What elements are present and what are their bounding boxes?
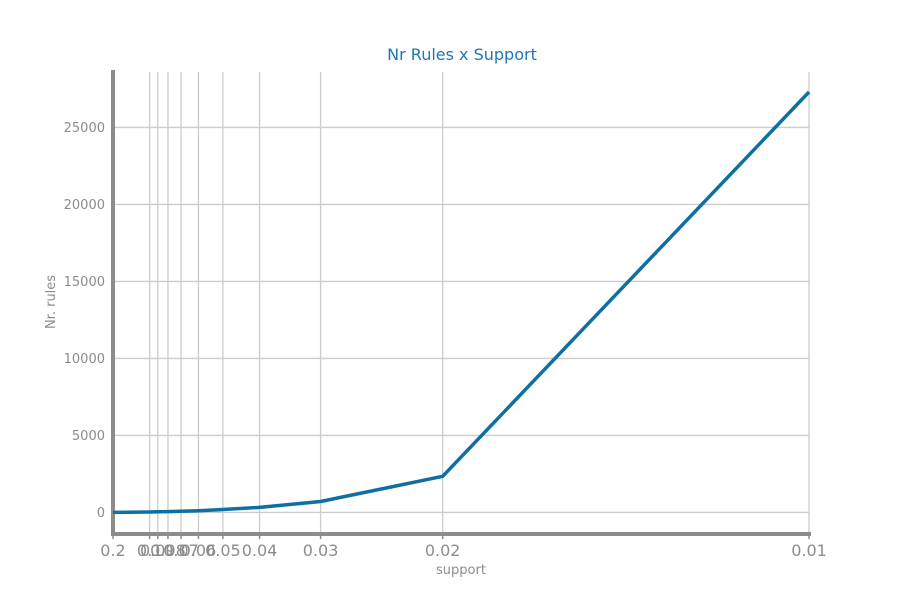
grid	[113, 72, 810, 534]
y-tick-label: 5000	[72, 429, 105, 444]
x-tick-label: 0.05	[205, 541, 241, 560]
y-axis-label: Nr. rules	[44, 275, 59, 329]
chart-title: Nr Rules x Support	[387, 45, 537, 64]
x-tick-label: 0.07	[163, 541, 199, 560]
series-line	[112, 90, 811, 515]
x-tick-label: 0.02	[425, 541, 461, 560]
axes	[111, 70, 811, 539]
series	[112, 90, 811, 515]
x-axis-label: support	[436, 563, 486, 578]
x-tick-label: 0.08	[150, 541, 186, 560]
x-tick-label: 0.01	[791, 541, 827, 560]
x-tick-label: 0.06	[181, 541, 217, 560]
x-tick-label: 0.09	[140, 541, 176, 560]
x-tick-label: 0.1	[137, 541, 162, 560]
y-tick-label: 15000	[64, 275, 105, 290]
y-tick-label: 10000	[64, 352, 105, 367]
y-tick-label: 25000	[64, 121, 105, 136]
y-tick-label: 20000	[64, 198, 105, 213]
x-tick-label: 0.2	[100, 541, 125, 560]
y-tick-label: 0	[97, 506, 105, 521]
x-tick-label: 0.04	[242, 541, 278, 560]
x-tick-label: 0.03	[303, 541, 339, 560]
